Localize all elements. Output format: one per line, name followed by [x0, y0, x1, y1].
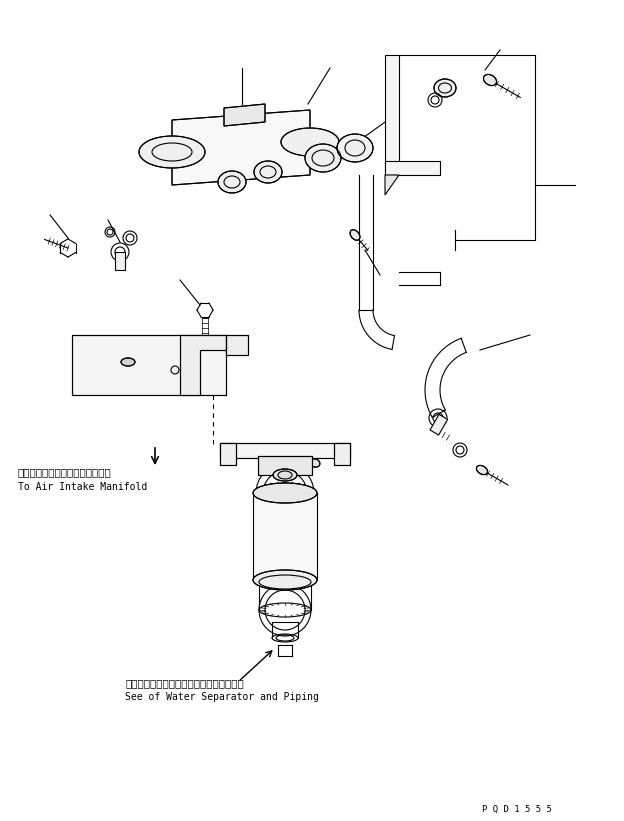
Ellipse shape: [434, 79, 456, 97]
Bar: [253, 493, 317, 580]
Ellipse shape: [281, 128, 339, 156]
Ellipse shape: [350, 230, 360, 241]
Polygon shape: [334, 443, 350, 465]
Text: ウォータセパレータおよびパイピング参照: ウォータセパレータおよびパイピング参照: [125, 678, 244, 688]
Bar: [202, 318, 208, 343]
Bar: [385, 161, 440, 175]
Text: See of Water Separator and Piping: See of Water Separator and Piping: [125, 692, 319, 702]
Bar: [385, 55, 399, 175]
Polygon shape: [172, 110, 310, 185]
Ellipse shape: [273, 469, 297, 481]
Ellipse shape: [253, 483, 317, 503]
Text: To Air Intake Manifold: To Air Intake Manifold: [18, 482, 147, 492]
Ellipse shape: [121, 358, 135, 366]
Ellipse shape: [337, 134, 373, 162]
Polygon shape: [220, 443, 236, 465]
Bar: [430, 415, 447, 435]
Text: P Q D 1 5 5 5: P Q D 1 5 5 5: [482, 805, 552, 814]
Ellipse shape: [310, 459, 320, 467]
Polygon shape: [220, 443, 350, 458]
Ellipse shape: [477, 466, 487, 475]
Ellipse shape: [253, 570, 317, 590]
Polygon shape: [385, 175, 399, 195]
Polygon shape: [226, 335, 248, 355]
Ellipse shape: [305, 144, 341, 172]
Text: エアーインテークマニホールドヘ: エアーインテークマニホールドヘ: [18, 467, 112, 477]
Ellipse shape: [484, 75, 497, 85]
Polygon shape: [224, 104, 265, 126]
Ellipse shape: [218, 171, 246, 193]
Polygon shape: [72, 335, 226, 395]
Polygon shape: [258, 456, 312, 475]
Ellipse shape: [139, 136, 205, 168]
Ellipse shape: [254, 161, 282, 183]
Polygon shape: [180, 335, 226, 395]
Bar: [115, 252, 125, 270]
